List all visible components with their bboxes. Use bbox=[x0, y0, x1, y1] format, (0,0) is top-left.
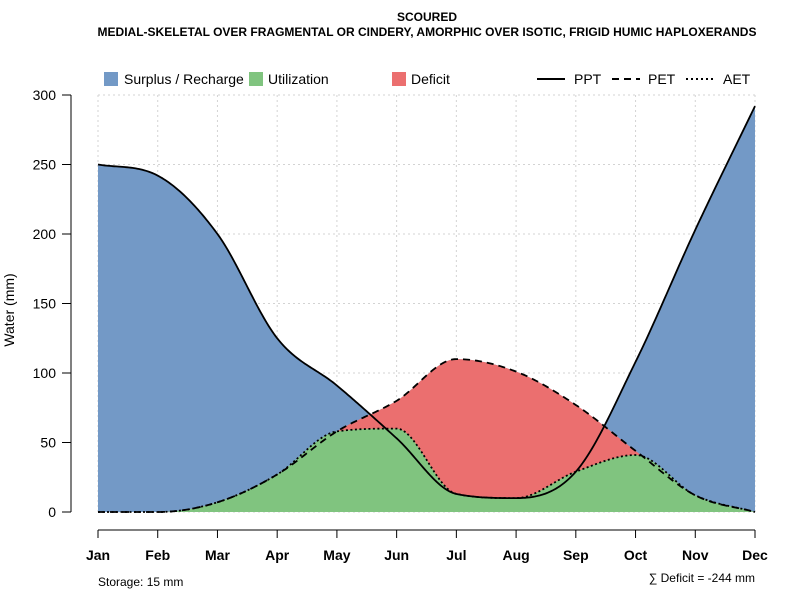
x-tick-label-aug: Aug bbox=[502, 547, 529, 563]
legend-label-pet: PET bbox=[648, 71, 676, 87]
chart-title: SCOURED bbox=[397, 10, 457, 24]
x-tick-label-feb: Feb bbox=[145, 547, 170, 563]
surplus-area bbox=[98, 106, 755, 513]
x-tick-label-dec: Dec bbox=[742, 547, 768, 563]
y-tick-label-6: 300 bbox=[33, 87, 57, 103]
aet-line bbox=[98, 427, 756, 513]
x-tick-label-nov: Nov bbox=[682, 547, 709, 563]
x-tick-label-jun: Jun bbox=[384, 547, 409, 563]
legend-label-aet: AET bbox=[723, 71, 751, 87]
x-tick-label-jul: Jul bbox=[446, 547, 466, 563]
series-lines bbox=[97, 105, 756, 513]
deficit-note: ∑ Deficit = -244 mm bbox=[649, 571, 755, 585]
axes: 0 50 100 150 200 250 300 Jan Feb Mar Apr May Jun Jul A… bbox=[33, 87, 768, 563]
chart-subtitle: MEDIAL-SKELETAL OVER FRAGMENTAL OR CINDE… bbox=[98, 25, 757, 39]
legend-label-deficit: Deficit bbox=[411, 71, 450, 87]
legend: Surplus / Recharge Utilization Deficit P… bbox=[104, 71, 751, 87]
y-tick-label-1: 50 bbox=[40, 435, 56, 451]
legend-label-surplus: Surplus / Recharge bbox=[124, 71, 244, 87]
x-tick-label-jan: Jan bbox=[86, 547, 110, 563]
legend-swatch-deficit bbox=[392, 72, 406, 86]
y-tick-label-2: 100 bbox=[33, 365, 57, 381]
legend-label-ppt: PPT bbox=[574, 71, 602, 87]
legend-label-utilization: Utilization bbox=[268, 71, 329, 87]
pet-line bbox=[98, 358, 756, 513]
storage-note: Storage: 15 mm bbox=[98, 575, 183, 589]
x-tick-label-mar: Mar bbox=[205, 547, 230, 563]
legend-swatch-surplus bbox=[104, 72, 118, 86]
x-tick-label-sep: Sep bbox=[563, 547, 589, 563]
area-fills bbox=[98, 106, 755, 513]
x-tick-label-apr: Apr bbox=[265, 547, 290, 563]
legend-swatch-utilization bbox=[249, 72, 263, 86]
x-tick-label-oct: Oct bbox=[624, 547, 648, 563]
y-tick-label-3: 150 bbox=[33, 296, 57, 312]
y-tick-label-4: 200 bbox=[33, 226, 57, 242]
y-axis-label: Water (mm) bbox=[1, 273, 17, 346]
x-tick-label-may: May bbox=[323, 547, 350, 563]
y-tick-label-0: 0 bbox=[48, 504, 56, 520]
ppt-line bbox=[97, 105, 756, 499]
y-tick-label-5: 250 bbox=[33, 157, 57, 173]
